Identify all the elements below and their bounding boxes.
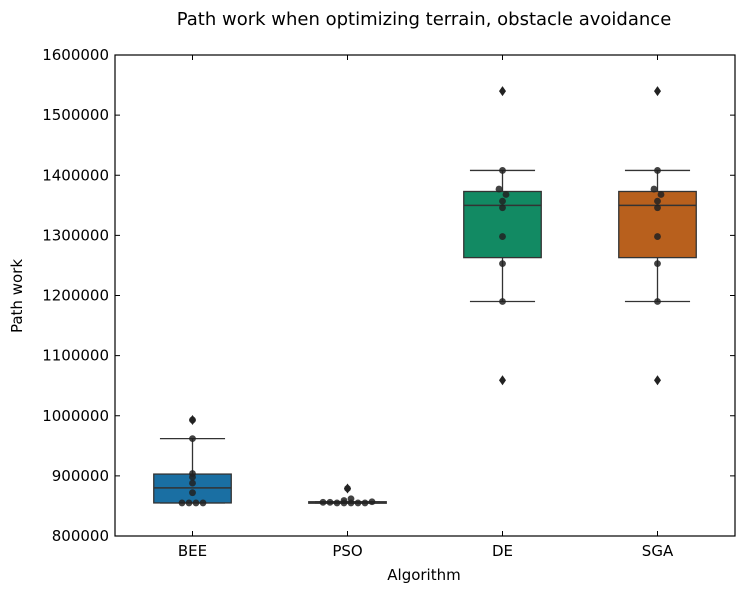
- outlier-marker: [499, 86, 506, 97]
- y-tick-label: 1300000: [42, 226, 109, 244]
- data-point: [347, 495, 355, 503]
- data-point: [189, 470, 196, 477]
- x-tick-label: SGA: [642, 542, 674, 560]
- y-tick-label: 1600000: [42, 46, 109, 64]
- plot-area: 800000 900000 1000000 1100000 1200000 1300000…: [42, 46, 736, 560]
- data-point: [654, 260, 661, 268]
- data-point: [189, 435, 196, 442]
- data-point: [340, 497, 348, 504]
- data-point: [499, 204, 506, 212]
- y-tick-label: 1000000: [42, 407, 109, 425]
- data-point: [199, 499, 207, 507]
- data-point: [192, 499, 200, 507]
- data-point: [654, 233, 661, 240]
- data-point: [654, 298, 661, 305]
- y-tick-label: 900000: [52, 467, 109, 485]
- data-point: [499, 167, 506, 174]
- data-point: [499, 197, 506, 205]
- data-point: [344, 485, 351, 492]
- data-point: [502, 191, 510, 198]
- data-point: [654, 167, 661, 174]
- data-point: [333, 499, 341, 507]
- x-axis-label: Algorithm: [387, 566, 460, 584]
- plot-frame: [114, 54, 736, 537]
- outlier-marker: [654, 375, 661, 386]
- outlier-marker: [654, 86, 661, 97]
- data-point: [368, 498, 376, 506]
- x-tick-label: DE: [492, 542, 513, 560]
- data-point: [178, 499, 186, 507]
- data-point: [495, 185, 503, 193]
- x-tick-label: BEE: [178, 542, 207, 560]
- y-tick-label: 1200000: [42, 287, 109, 305]
- y-axis-label: Path work: [8, 259, 26, 333]
- y-tick-label: 1500000: [42, 106, 109, 124]
- data-point: [657, 191, 665, 198]
- data-point: [499, 298, 506, 305]
- data-point: [499, 233, 506, 240]
- data-point: [319, 498, 327, 506]
- data-point: [354, 499, 362, 507]
- data-point: [654, 197, 661, 205]
- outlier-marker: [499, 375, 506, 386]
- data-point: [326, 498, 334, 506]
- data-point: [185, 499, 193, 507]
- data-point: [189, 479, 196, 487]
- y-tick-label: 1400000: [42, 166, 109, 184]
- data-point: [361, 499, 369, 507]
- y-tick-label: 800000: [52, 527, 109, 545]
- data-point: [499, 260, 506, 268]
- data-point: [650, 185, 658, 193]
- data-point: [654, 204, 661, 212]
- chart-title: Path work when optimizing terrain, obsta…: [177, 9, 672, 30]
- y-tick-label: 1100000: [42, 347, 109, 365]
- data-point: [189, 489, 196, 497]
- x-tick-label: PSO: [332, 542, 362, 560]
- data-point: [189, 416, 196, 424]
